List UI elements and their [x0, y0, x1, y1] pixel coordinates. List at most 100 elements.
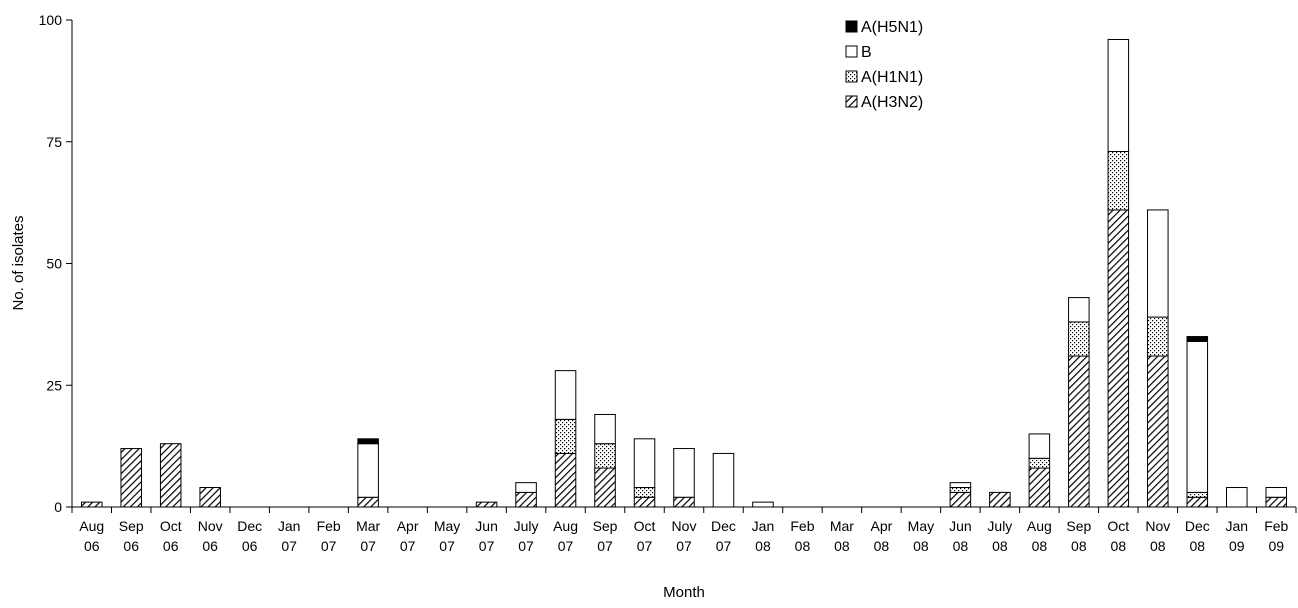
x-tick-label-year: 06 [242, 538, 258, 554]
x-tick-label-year: 07 [597, 538, 613, 554]
bar-segment-b [1226, 487, 1248, 508]
x-tick-label-month: Jan [1225, 518, 1248, 534]
x-tick-label-month: Jun [949, 518, 972, 534]
x-tick-label-month: Nov [198, 518, 223, 534]
x-tick-label-month: Feb [790, 518, 814, 534]
legend-swatch [845, 20, 858, 33]
x-tick-label-year: 08 [1111, 538, 1127, 554]
bar-segment-a-h3n2 [949, 491, 972, 508]
x-tick-label-year: 08 [1071, 538, 1087, 554]
x-tick-label-year: 06 [163, 538, 179, 554]
x-tick-label-month: Feb [1264, 518, 1288, 534]
y-tick-labels: 0 25 50 75 100 [39, 12, 63, 515]
x-tick-label-year: 08 [1032, 538, 1048, 554]
bar-segment-b [357, 443, 379, 498]
bar-segment-a-h3n2 [633, 496, 656, 508]
bar-segment-a-h3n2 [515, 491, 537, 508]
bar-segment-a-h3n2 [1147, 355, 1169, 508]
bar-segment-a-h3n2 [1028, 467, 1051, 508]
x-tick-label-year: 08 [834, 538, 850, 554]
x-tick-label-month: Feb [317, 518, 341, 534]
x-tick-label-month: Dec [711, 518, 736, 534]
x-tick-label-month: Jan [278, 518, 301, 534]
y-axis-title: No. of isolates [10, 215, 27, 310]
bar-segment-b [594, 413, 616, 445]
bar-segment-b [1068, 297, 1090, 323]
bar-segment-a-h3n2 [594, 467, 616, 508]
bar-segment-b [712, 452, 735, 508]
x-tick-label-year: 07 [676, 538, 692, 554]
x-tick-label-year: 07 [716, 538, 732, 554]
bar-segment-a-h5n1 [1186, 336, 1209, 342]
x-tick-label-month: Oct [634, 518, 656, 534]
bar-segment-a-h1n1 [1186, 491, 1209, 498]
bar-segment-b [633, 438, 656, 489]
x-tick-label-year: 07 [518, 538, 534, 554]
x-tick-label-month: Mar [830, 518, 854, 534]
y-tick-label: 75 [46, 134, 62, 150]
x-tick-label-month: May [908, 518, 934, 534]
legend-swatch [845, 70, 858, 83]
bars [80, 38, 1288, 508]
bar-segment-a-h1n1 [633, 487, 656, 498]
bar-segment-a-h3n2 [357, 496, 379, 508]
bar-segment-a-h1n1 [594, 443, 616, 469]
bar-segment-b [515, 482, 537, 493]
x-tick-label-year: 08 [874, 538, 890, 554]
x-tick-label-month: Nov [672, 518, 697, 534]
x-tick-label-year: 08 [1190, 538, 1206, 554]
bar-segment-b [1028, 433, 1051, 459]
x-tick-label-month: Jan [752, 518, 775, 534]
x-tick-label-year: 06 [84, 538, 100, 554]
bar-segment-a-h5n1 [357, 438, 379, 445]
x-tick-label-year: 06 [123, 538, 139, 554]
x-tick-label-year: 06 [202, 538, 218, 554]
legend-label: A(H1N1) [861, 69, 923, 86]
x-tick-label-month: Apr [397, 518, 419, 534]
bar-segment-a-h1n1 [554, 418, 577, 454]
bar-segment-a-h1n1 [949, 487, 972, 493]
bar-segment-a-h3n2 [120, 448, 142, 508]
bar-segment-a-h1n1 [1028, 457, 1051, 469]
x-tick-label-year: 08 [1150, 538, 1166, 554]
x-tick-label-month: July [987, 518, 1012, 534]
bar-segment-a-h3n2 [1186, 496, 1209, 508]
x-tick-label-month: Mar [356, 518, 380, 534]
bar-segment-b [1147, 209, 1169, 318]
x-tick-label-year: 08 [913, 538, 929, 554]
bar-segment-a-h3n2 [80, 501, 103, 508]
x-tick-label-year: 07 [479, 538, 495, 554]
bar-segment-a-h1n1 [1068, 321, 1090, 357]
x-tick-label-month: Aug [79, 518, 104, 534]
x-tick-label-year: 08 [795, 538, 811, 554]
x-tick-label-year: 07 [558, 538, 574, 554]
bar-segment-a-h3n2 [199, 487, 221, 508]
x-tick-label-month: Sep [593, 518, 618, 534]
x-tick-label-month: Oct [1107, 518, 1129, 534]
x-tick-label-month: Sep [119, 518, 144, 534]
x-axis-title: Month [663, 584, 705, 601]
legend-swatch [845, 95, 858, 108]
bar-segment-a-h3n2 [673, 496, 695, 508]
bar-segment-a-h1n1 [1147, 316, 1169, 357]
bar-segment-a-h3n2 [1107, 209, 1130, 508]
bar-segment-a-h3n2 [1068, 355, 1090, 508]
bar-segment-b [1186, 340, 1209, 493]
bar-segment-b [673, 448, 695, 498]
x-tick-label-month: Dec [237, 518, 262, 534]
legend: A(H5N1) B A(H1N1) A(H3N2) [845, 19, 923, 111]
x-tick-label-month: Apr [871, 518, 893, 534]
legend-label: B [861, 44, 872, 61]
x-tick-label-month: Oct [160, 518, 182, 534]
bar-segment-b [1107, 38, 1130, 152]
y-tick-label: 100 [39, 12, 63, 28]
bar-segment-a-h3n2 [475, 501, 498, 508]
bar-segment-a-h1n1 [1107, 150, 1130, 211]
bar-segment-a-h3n2 [989, 491, 1011, 508]
x-tick-label-year: 07 [321, 538, 337, 554]
x-tick-label-year: 09 [1268, 538, 1284, 554]
x-tick-label-month: Jun [475, 518, 498, 534]
x-tick-label-year: 07 [400, 538, 416, 554]
